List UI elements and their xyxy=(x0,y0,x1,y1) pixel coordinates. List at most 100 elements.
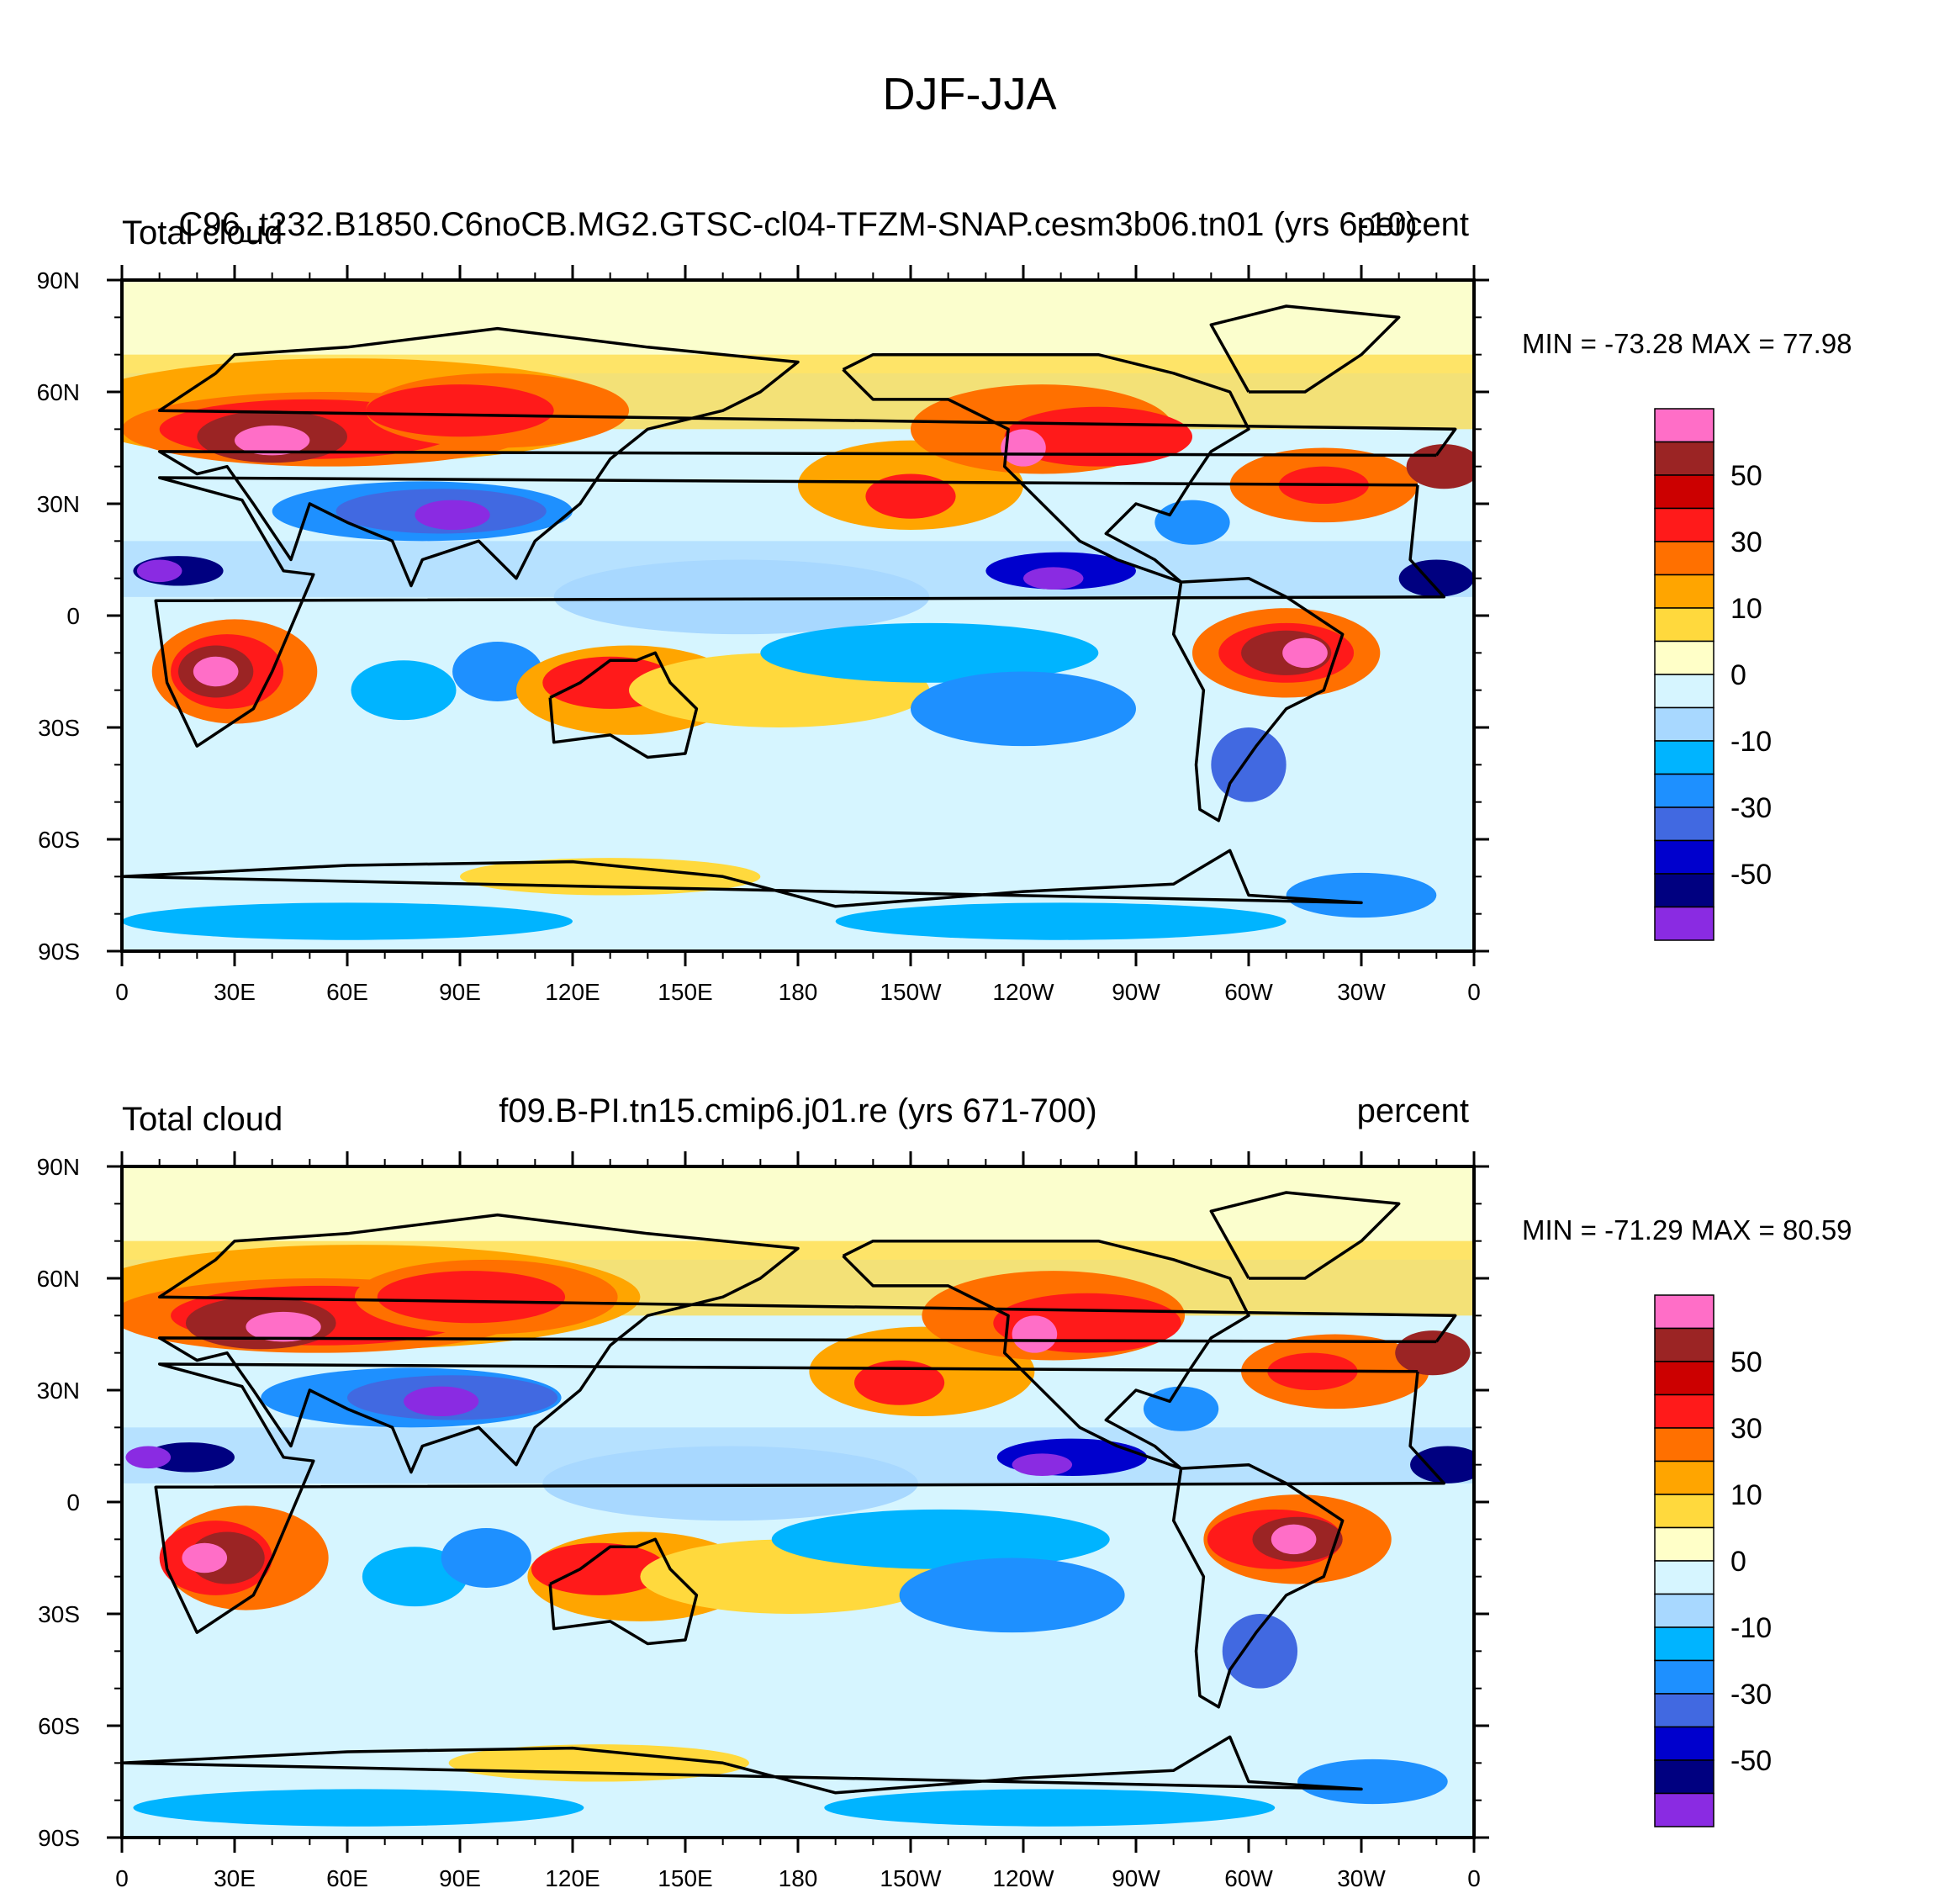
colorbar-box xyxy=(1654,1759,1714,1795)
panel-2-right-title: percent xyxy=(1357,1092,1469,1129)
x-tick-label: 150W xyxy=(880,979,942,1005)
colorbar-box xyxy=(1654,740,1714,775)
colorbar-label: -30 xyxy=(1730,1679,1772,1711)
panel-1-right-title: percent xyxy=(1357,206,1469,243)
colorbar-box xyxy=(1654,541,1714,576)
colorbar-box xyxy=(1654,839,1714,875)
colorbar-box xyxy=(1654,1626,1714,1662)
x-tick-label: 120W xyxy=(992,979,1054,1005)
coastline xyxy=(842,1239,1250,1470)
coastline xyxy=(1171,1462,1345,1709)
colorbar-box xyxy=(1654,1327,1714,1362)
contour-region xyxy=(824,1789,1276,1827)
colorbar-box xyxy=(1654,873,1714,908)
colorbar-label: 50 xyxy=(1730,1346,1762,1378)
contour-region xyxy=(911,671,1136,747)
contour-region xyxy=(1286,872,1437,918)
colorbar-box xyxy=(1654,674,1714,709)
y-tick-label: 0 xyxy=(66,1489,80,1515)
panel-1-center-title: C96_t232.B1850.C6noCB.MG2.GTSC-cl04-TFZM… xyxy=(178,206,1417,243)
contour-region xyxy=(1222,1614,1298,1689)
coastline xyxy=(548,651,699,759)
contour-region xyxy=(235,425,310,456)
coastline xyxy=(154,476,1446,748)
contour-region xyxy=(1004,406,1193,467)
y-tick-label: 60S xyxy=(38,1713,80,1739)
contour-region xyxy=(377,1271,566,1324)
y-tick-label: 30N xyxy=(37,1378,80,1404)
y-tick-label: 30S xyxy=(38,1601,80,1627)
colorbar-label: 10 xyxy=(1730,1479,1762,1511)
colorbar-box xyxy=(1654,474,1714,510)
colorbar-label: 0 xyxy=(1730,659,1746,691)
panel-1-left-title: Total cloud xyxy=(122,214,283,251)
panel-2: Total cloud f09.B-PI.tn15.cmip6.j01.re (… xyxy=(37,1092,1852,1891)
colorbar-box xyxy=(1654,1427,1714,1462)
colorbar-label: 30 xyxy=(1730,1413,1762,1445)
contour-region xyxy=(1154,500,1230,545)
contour-region xyxy=(1271,1524,1317,1555)
contour-region xyxy=(1143,1386,1219,1431)
y-tick-label: 60N xyxy=(37,379,80,405)
colorbar-box xyxy=(1654,507,1714,542)
colorbar-box xyxy=(1654,441,1714,476)
coastline xyxy=(1209,304,1401,394)
colorbar-box xyxy=(1654,773,1714,808)
x-tick-label: 150W xyxy=(880,1865,942,1891)
x-tick-label: 150E xyxy=(658,1865,712,1891)
x-tick-label: 180 xyxy=(779,979,818,1005)
x-tick-label: 30W xyxy=(1337,979,1386,1005)
x-tick-label: 30W xyxy=(1337,1865,1386,1891)
x-tick-label: 90W xyxy=(1112,979,1160,1005)
contour-region xyxy=(125,1446,172,1469)
contour-region xyxy=(760,622,1099,683)
contour-region xyxy=(1001,429,1046,467)
coastline xyxy=(157,326,1457,588)
colorbar-box xyxy=(1654,1593,1714,1628)
colorbar-label: -50 xyxy=(1730,859,1772,891)
panel-1-coastlines xyxy=(122,304,1457,908)
y-tick-label: 90S xyxy=(38,1825,80,1851)
contour-region xyxy=(1211,727,1287,802)
colorbar-box xyxy=(1654,1526,1714,1562)
contour-region xyxy=(133,1789,584,1827)
coastline xyxy=(1171,576,1345,822)
colorbar-box xyxy=(1654,1659,1714,1695)
contour-region xyxy=(182,1542,228,1573)
y-tick-label: 60N xyxy=(37,1266,80,1292)
coastline xyxy=(1209,1191,1401,1280)
y-tick-label: 0 xyxy=(66,603,80,629)
colorbar-box xyxy=(1654,1361,1714,1396)
colorbar-label: -30 xyxy=(1730,792,1772,824)
panel-2-stats: MIN = -71.29 MAX = 80.59 xyxy=(1522,1214,1852,1246)
x-tick-label: 90E xyxy=(439,1865,481,1891)
contour-region xyxy=(362,1547,468,1607)
coastline xyxy=(154,1362,1446,1634)
contour-region xyxy=(246,1311,321,1342)
contour-region xyxy=(531,1542,667,1595)
contour-region xyxy=(404,1386,479,1417)
contour-region xyxy=(865,473,956,519)
colorbar-box xyxy=(1654,1394,1714,1429)
colorbar-box xyxy=(1654,807,1714,842)
coastline xyxy=(548,1537,699,1646)
contour-region xyxy=(1398,559,1474,597)
panel-1-axes: 0 30E 60E 90E 120E 150E 180 150W 120W 90W 60W 30W 0 9… xyxy=(37,265,1489,1005)
colorbar-box xyxy=(1654,640,1714,675)
y-tick-label: 90N xyxy=(37,267,80,294)
x-tick-label: 0 xyxy=(115,1865,129,1891)
colorbar-box xyxy=(1654,1460,1714,1495)
contour-region xyxy=(415,500,490,531)
main-title: DJF-JJA xyxy=(883,69,1057,119)
panel-1-colorbar: 50 30 10 0 -10 -30 -50 xyxy=(1654,408,1772,941)
x-tick-label: 180 xyxy=(779,1865,818,1891)
x-tick-label: 120E xyxy=(545,1865,600,1891)
x-tick-label: 60W xyxy=(1224,979,1273,1005)
colorbar-box xyxy=(1654,1294,1714,1330)
contour-region xyxy=(854,1360,945,1405)
y-tick-label: 90N xyxy=(37,1154,80,1180)
panel-2-colorbar: 50 30 10 0 -10 -30 -50 xyxy=(1654,1294,1772,1827)
x-tick-label: 90W xyxy=(1112,1865,1160,1891)
coastline xyxy=(122,849,1363,908)
y-tick-label: 30S xyxy=(38,715,80,741)
